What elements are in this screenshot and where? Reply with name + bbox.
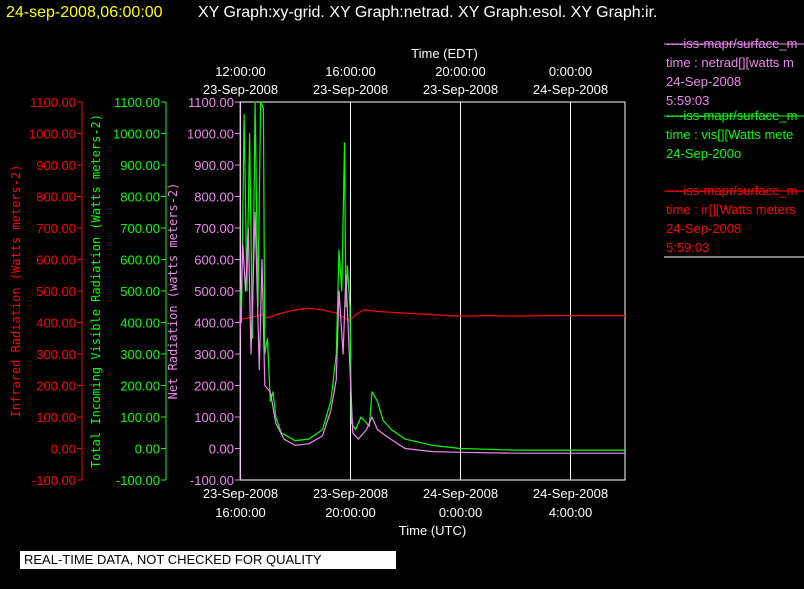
bottom-tick-time: 0:00:00 <box>439 505 482 520</box>
plot-frame <box>239 101 626 481</box>
header-timestamp: 24-sep-2008,06:00:00 <box>6 4 163 21</box>
y-tick-label: -100.00 <box>116 473 160 488</box>
y-tick-label: 800.00 <box>120 190 160 205</box>
legend-time: 5:59:03 <box>666 93 709 108</box>
y-tick-label: 700.00 <box>36 221 76 236</box>
bottom-tick-date: 23-Sep-2008 <box>203 486 278 501</box>
legend-date: 24-Sep-2008 <box>666 221 741 236</box>
y-tick-label: 200.00 <box>36 379 76 394</box>
legend-variable: time : netrad[][watts m <box>666 55 794 70</box>
y-tick-label: 500.00 <box>120 284 160 299</box>
bottom-tick-time: 4:00:00 <box>549 505 592 520</box>
y-tick-label: 700.00 <box>120 221 160 236</box>
y-tick-label: 400.00 <box>36 316 76 331</box>
legend-variable: time : ir[][Watts meters <box>666 202 796 217</box>
legend-date: 24-Sep-200o <box>666 146 741 161</box>
header-titles: XY Graph:xy-grid. XY Graph:netrad. XY Gr… <box>198 4 658 21</box>
top-tick-date: 23-Sep-2008 <box>203 82 278 97</box>
y-tick-label: 1100.00 <box>114 95 160 110</box>
y-tick-label: 600.00 <box>194 253 234 268</box>
bottom-tick-date: 23-Sep-2008 <box>313 486 388 501</box>
y-tick-label: 1100.00 <box>30 95 76 110</box>
y-tick-label: -100.00 <box>190 473 234 488</box>
y-tick-label: 600.00 <box>36 253 76 268</box>
plot-area <box>239 101 625 454</box>
top-tick-date: 23-Sep-2008 <box>313 82 388 97</box>
top-tick-time: 16:00:00 <box>325 64 376 79</box>
y-tick-label: 200.00 <box>120 379 160 394</box>
y-axis-title: Net Radiation (watts meters-2) <box>166 183 180 400</box>
bottom-tick-time: 16:00:00 <box>215 505 266 520</box>
y-axis-title: Total Incoming Visible Radiation (Watts … <box>89 114 103 468</box>
quality-banner: REAL-TIME DATA, NOT CHECKED FOR QUALITY <box>20 551 396 569</box>
legend-source: ----iss-mapr/surface_m <box>666 108 797 123</box>
y-tick-label: 900.00 <box>36 158 76 173</box>
y-tick-label: 1000.00 <box>29 127 76 142</box>
y-tick-label: 100.00 <box>194 410 234 425</box>
y-tick-label: 800.00 <box>194 190 234 205</box>
top-axis-title: Time (EDT) <box>411 46 478 61</box>
y-tick-label: 900.00 <box>194 158 234 173</box>
legend-date: 24-Sep-2008 <box>666 74 741 89</box>
legend-source: ----iss-mapr/surface_m <box>666 183 797 198</box>
y-tick-label: 600.00 <box>120 253 160 268</box>
y-tick-label: 500.00 <box>194 284 234 299</box>
bottom-tick-date: 24-Sep-2008 <box>533 486 608 501</box>
legend-time: 5:59:03 <box>666 240 709 255</box>
bottom-tick-time: 20:00:00 <box>325 505 376 520</box>
top-tick-time: 0:00:00 <box>549 64 592 79</box>
y-tick-label: 400.00 <box>194 316 234 331</box>
y-tick-label: 500.00 <box>36 284 76 299</box>
y-tick-label: 900.00 <box>120 158 160 173</box>
y-tick-label: 1000.00 <box>113 127 160 142</box>
y-tick-label: 0.00 <box>51 442 76 457</box>
series-line-netrad <box>239 211 625 454</box>
series-line-ir <box>239 307 625 322</box>
y-tick-label: 700.00 <box>194 221 234 236</box>
y-tick-label: -100.00 <box>32 473 76 488</box>
series-line-vis <box>239 101 625 451</box>
y-tick-label: 300.00 <box>36 347 76 362</box>
axes: 23-Sep-2008 16:00:00 12:00:00 23-Sep-2008 23… <box>9 46 626 538</box>
top-tick-time: 12:00:00 <box>215 64 266 79</box>
y-tick-label: 300.00 <box>194 347 234 362</box>
y-tick-label: 100.00 <box>120 410 160 425</box>
y-tick-label: 200.00 <box>194 379 234 394</box>
y-tick-label: 1000.00 <box>187 127 234 142</box>
y-tick-label: 400.00 <box>120 316 160 331</box>
top-tick-date: 24-Sep-2008 <box>533 82 608 97</box>
legend-source: ----iss-mapr/surface_m <box>666 36 797 51</box>
y-tick-label: 0.00 <box>135 442 160 457</box>
y-axis-title: Infrared Radiation (Watts meters-2) <box>9 165 23 418</box>
bottom-tick-date: 24-Sep-2008 <box>423 486 498 501</box>
y-tick-label: 100.00 <box>36 410 76 425</box>
y-tick-label: 800.00 <box>36 190 76 205</box>
y-tick-label: 1100.00 <box>188 95 234 110</box>
bottom-axis-title: Time (UTC) <box>399 523 466 538</box>
top-tick-date: 23-Sep-2008 <box>423 82 498 97</box>
y-tick-label: 300.00 <box>120 347 160 362</box>
legend-variable: time : vis[][Watts mete <box>666 127 793 142</box>
top-tick-time: 20:00:00 <box>435 64 486 79</box>
y-tick-label: 0.00 <box>209 442 234 457</box>
